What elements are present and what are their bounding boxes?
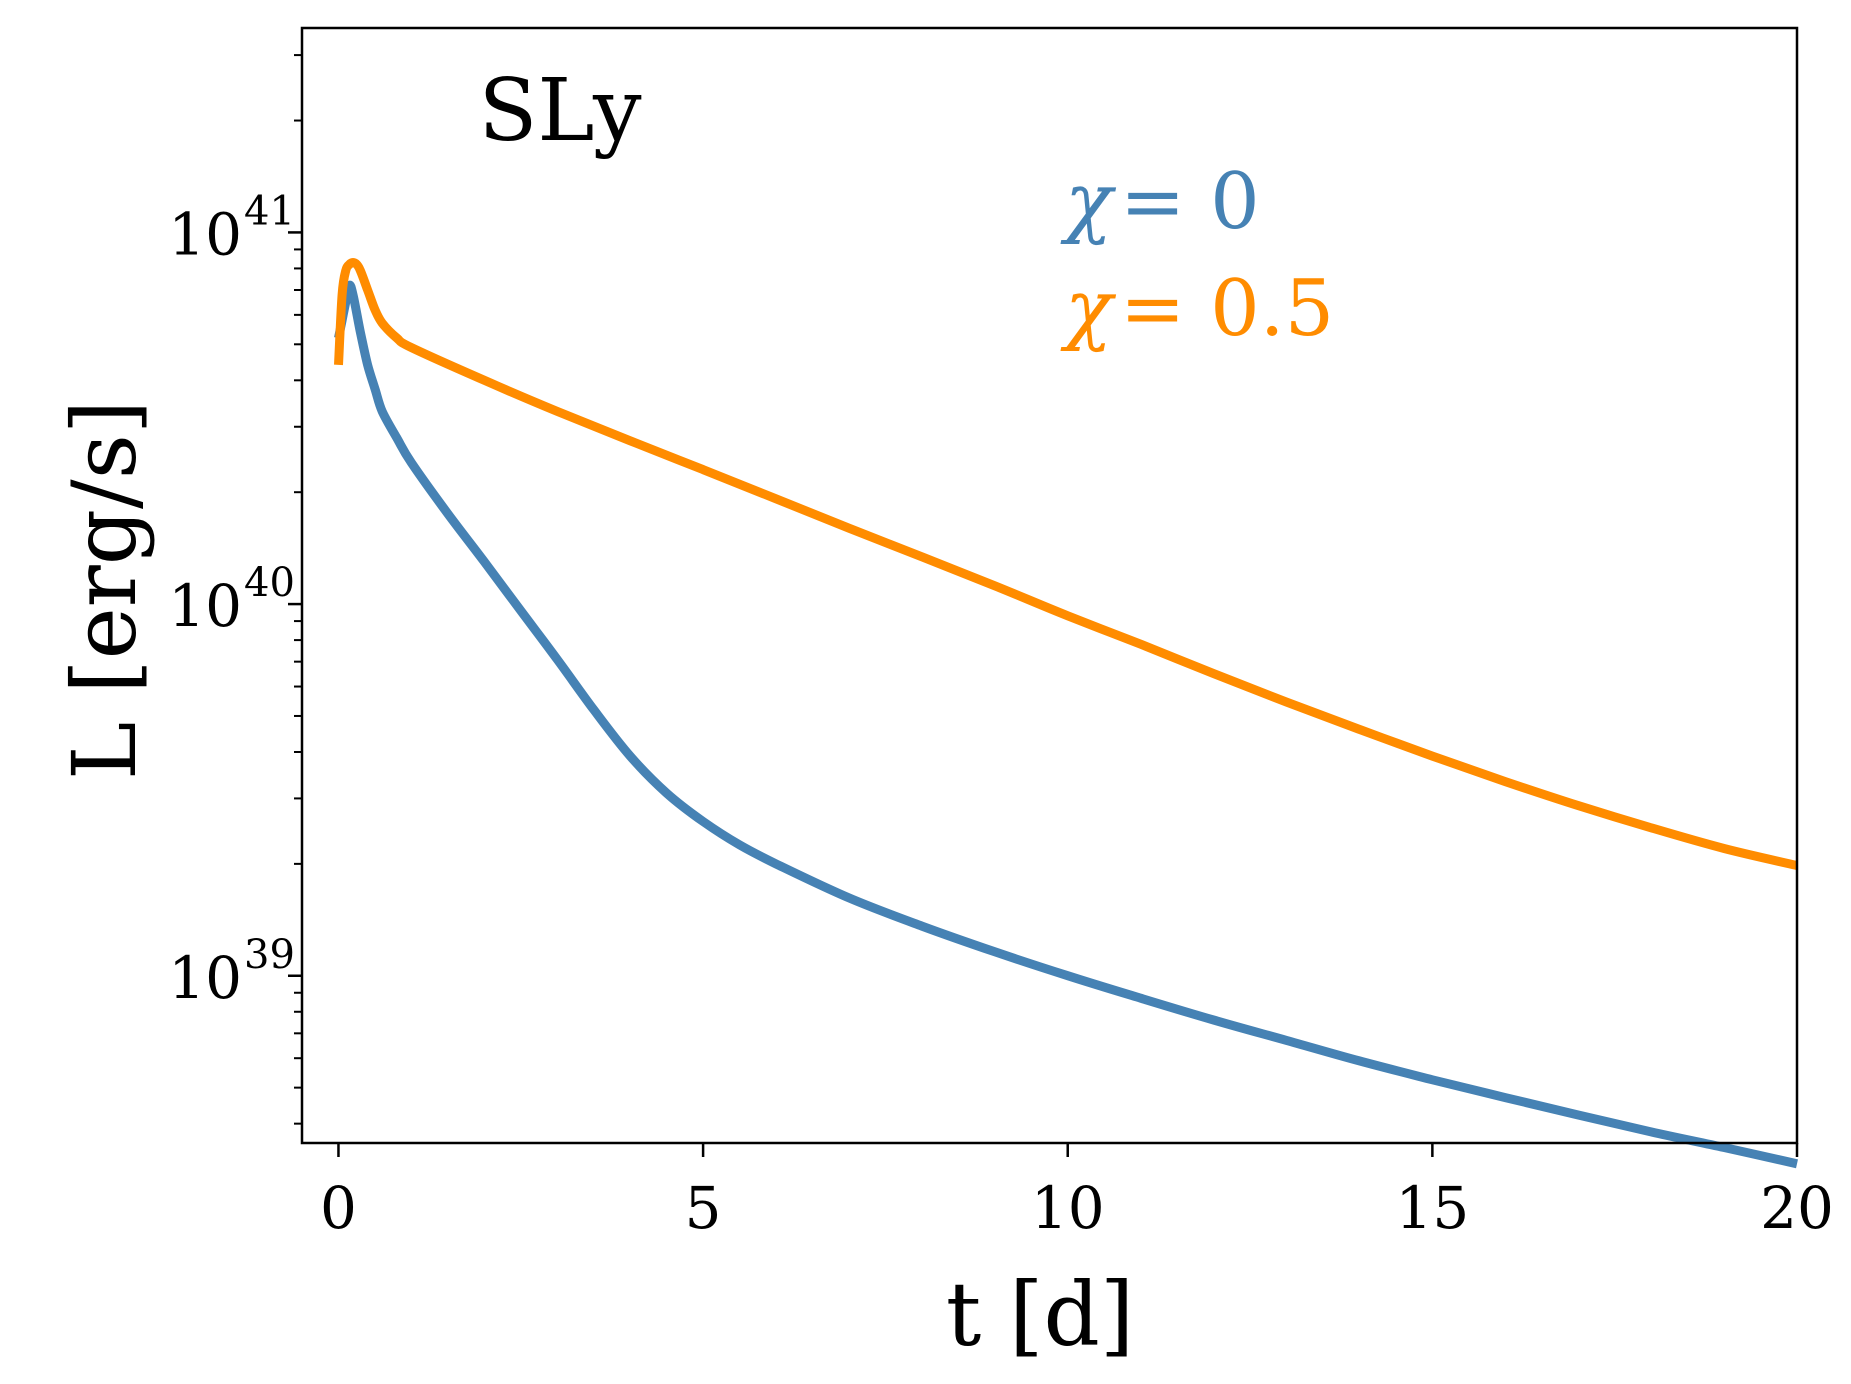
x-tick-label: 5 <box>685 1174 722 1242</box>
legend-entry-1: = 0.5 <box>1120 264 1334 354</box>
y-tick-exponent: 39 <box>244 932 295 978</box>
y-tick-label: 10 <box>168 572 242 640</box>
y-tick-exponent: 41 <box>244 188 295 234</box>
x-tick-label: 0 <box>320 1174 357 1242</box>
x-axis-ticks: 0 5 10 15 20 <box>320 1143 1834 1242</box>
series-line-0 <box>334 280 1798 1169</box>
x-tick-label: 15 <box>1395 1174 1469 1242</box>
legend-symbol-0: χ <box>1060 157 1117 247</box>
x-tick-label: 20 <box>1760 1174 1834 1242</box>
series-line-1 <box>334 258 1799 870</box>
y-tick-exponent: 40 <box>244 560 295 606</box>
series-layer <box>334 258 1799 1169</box>
chart-annotation: SLy <box>478 61 642 161</box>
y-axis-label: L [erg/s] <box>53 400 156 780</box>
x-axis-label: t [d] <box>946 1263 1134 1366</box>
axes-frame <box>300 26 1799 1145</box>
legend-symbol-1: χ <box>1060 264 1117 354</box>
y-tick-label: 10 <box>168 200 242 268</box>
y-tick-label: 10 <box>168 944 242 1012</box>
x-tick-label: 10 <box>1031 1174 1105 1242</box>
legend-entry-0: = 0 <box>1120 157 1260 247</box>
